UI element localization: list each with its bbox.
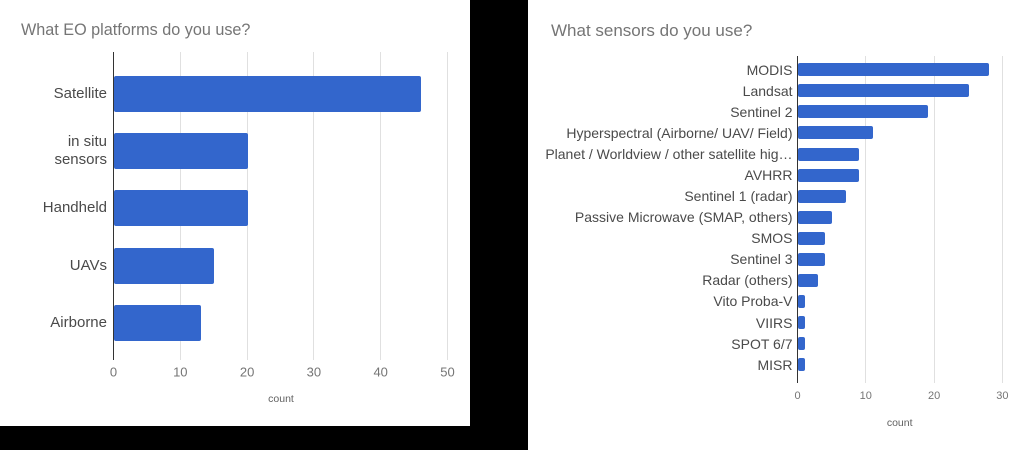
category-label: SMOS bbox=[751, 230, 793, 247]
x-tick-label: 30 bbox=[306, 364, 322, 379]
bar-spot-6-7 bbox=[798, 337, 805, 351]
x-tick-label: 40 bbox=[373, 364, 388, 379]
bar-sentinel-2 bbox=[798, 105, 928, 119]
category-label: SPOT 6/7 bbox=[731, 335, 793, 352]
x-tick-label: 50 bbox=[440, 364, 455, 379]
x-tick-label: 0 bbox=[794, 389, 801, 402]
x-gridline bbox=[380, 52, 382, 360]
bar-airborne bbox=[114, 304, 201, 341]
category-label: Sentinel 1 (radar) bbox=[684, 188, 793, 205]
bar-passive-microwave-smap-others bbox=[798, 210, 833, 224]
bar-planet-worldview-other-satellite-hig bbox=[798, 147, 860, 161]
x-tick-label: 10 bbox=[859, 389, 872, 402]
x-axis-title: count bbox=[886, 416, 913, 429]
category-label: Vito Proba-V bbox=[713, 293, 793, 310]
bar-radar-others bbox=[798, 273, 819, 287]
category-label: Radar (others) bbox=[702, 272, 793, 289]
bar-satellite bbox=[114, 76, 422, 112]
bar-hyperspectral-airborne-uav-field bbox=[798, 126, 874, 140]
category-label: Passive Microwave (SMAP, others) bbox=[574, 209, 793, 226]
chart-panel-eo-platforms: What EO platforms do you use? 0 10 20 30 40 5… bbox=[0, 0, 470, 426]
bar-viirs bbox=[798, 316, 805, 330]
y-axis-baseline bbox=[113, 52, 114, 360]
bar-modis bbox=[798, 63, 990, 77]
x-gridline bbox=[313, 52, 315, 360]
x-gridline bbox=[865, 56, 867, 383]
y-axis-baseline bbox=[797, 56, 798, 383]
x-tick-label: 20 bbox=[927, 389, 941, 402]
x-tick-label: 0 bbox=[109, 364, 118, 379]
x-gridline bbox=[1001, 56, 1003, 383]
bar-vito-proba-v bbox=[798, 294, 805, 308]
chart-title: What sensors do you use? bbox=[551, 20, 753, 40]
category-label: Satellite bbox=[53, 85, 107, 102]
x-axis-title: count bbox=[268, 393, 294, 405]
category-label: Sentinel 2 bbox=[730, 103, 793, 120]
category-label: VIIRS bbox=[755, 314, 793, 331]
x-tick-label: 30 bbox=[996, 389, 1009, 402]
bar-uavs bbox=[114, 247, 215, 284]
bar-handheld bbox=[114, 190, 248, 227]
category-label: Planet / Worldview / other satellite hig… bbox=[545, 146, 793, 163]
bar-sentinel-1-radar bbox=[798, 189, 846, 203]
category-label: Airborne bbox=[50, 313, 107, 331]
category-label: Landsat bbox=[742, 82, 793, 99]
category-label: MISR bbox=[757, 356, 793, 373]
bar-misr bbox=[798, 358, 805, 372]
bar-sentinel-3 bbox=[798, 252, 826, 266]
bar-smos bbox=[798, 231, 826, 245]
x-gridline bbox=[447, 52, 448, 360]
x-tick-label: 20 bbox=[239, 364, 255, 379]
category-label: MODIS bbox=[746, 61, 793, 78]
bar-landsat bbox=[798, 84, 969, 98]
category-label: AVHRR bbox=[744, 167, 793, 184]
bar-avhrr bbox=[798, 168, 860, 182]
bar-in-situ-sensors bbox=[114, 133, 248, 170]
chart-title: What EO platforms do you use? bbox=[21, 21, 251, 40]
chart-panel-sensors: What sensors do you use? 0 10 20 30 MODIS Lan… bbox=[528, 0, 1024, 450]
category-label: Handheld bbox=[42, 199, 107, 217]
x-tick-label: 10 bbox=[173, 364, 188, 379]
x-gridline bbox=[933, 56, 935, 383]
category-label: Sentinel 3 bbox=[730, 251, 793, 268]
category-label: UAVs bbox=[69, 256, 107, 274]
category-label: in situ sensors bbox=[54, 133, 107, 169]
category-label: Hyperspectral (Airborne/ UAV/ Field) bbox=[566, 124, 793, 141]
